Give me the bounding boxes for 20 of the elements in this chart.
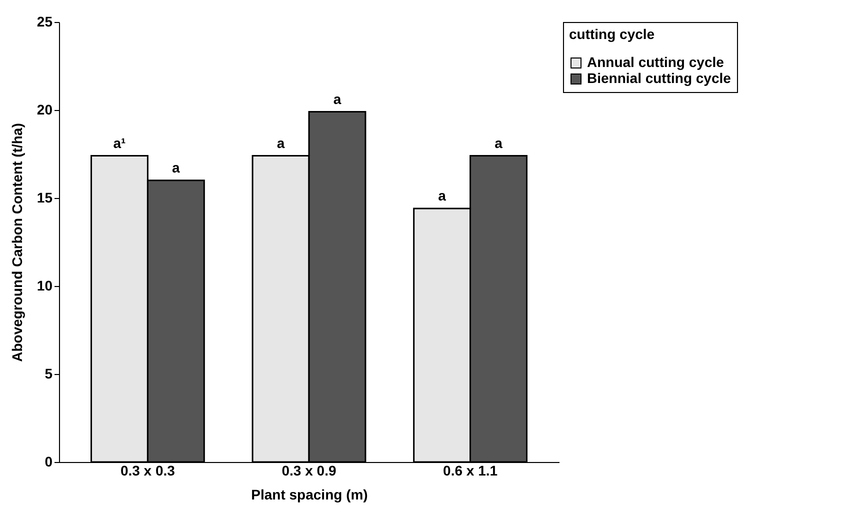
legend-title: cutting cycle (569, 26, 655, 42)
data-label: a (494, 134, 503, 151)
x-tick-label: 0.6 x 1.1 (443, 462, 498, 478)
y-tick-label: 25 (36, 14, 53, 30)
y-tick-label: 20 (36, 102, 53, 118)
y-tick-label: 15 (36, 190, 53, 206)
x-tick-label: 0.3 x 0.9 (282, 462, 336, 478)
legend-label: Annual cutting cycle (587, 54, 724, 70)
data-label: a (333, 90, 342, 107)
y-tick-label: 0 (44, 454, 53, 470)
data-label: a (438, 188, 446, 204)
x-axis-title: Plant spacing (m) (251, 486, 368, 502)
y-tick-label: 10 (36, 278, 53, 294)
y-axis-title: Aboveground Carbon Content (t/ha) (8, 123, 25, 362)
y-tick-label: 5 (44, 366, 53, 382)
legend-label: Biennial cutting cycle (587, 70, 732, 86)
data-label: a¹ (113, 134, 126, 151)
data-label: a (172, 159, 180, 176)
data-label: a (276, 134, 285, 151)
x-tick-label: 0.3 x 0.3 (120, 462, 176, 478)
